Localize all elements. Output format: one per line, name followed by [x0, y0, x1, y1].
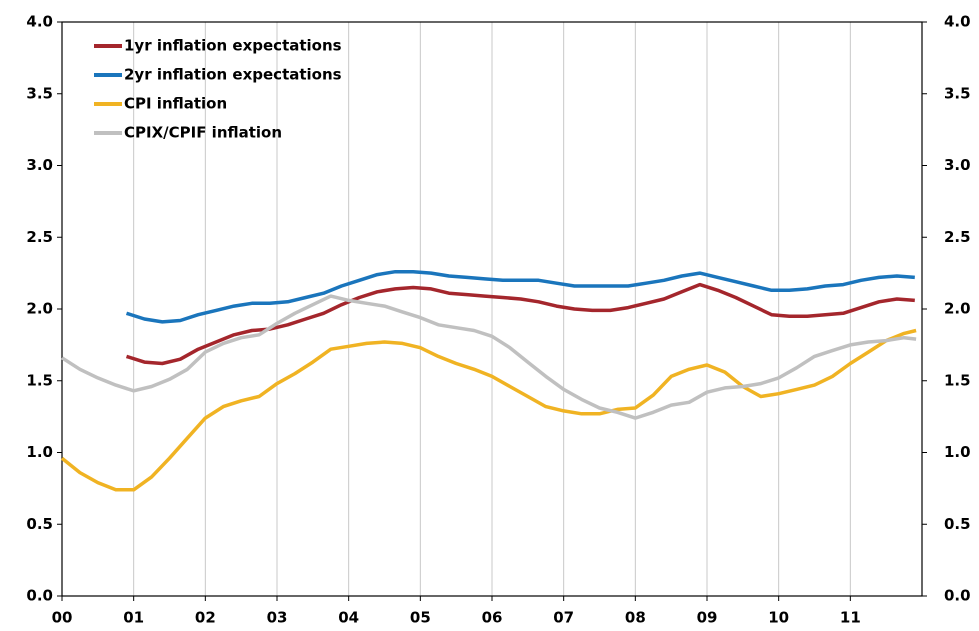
y-tick-label: 0.0: [26, 587, 53, 605]
x-tick-label: 08: [625, 609, 646, 627]
x-tick-label: 03: [267, 609, 288, 627]
y2-tick-label: 3.0: [944, 156, 971, 174]
y2-tick-label: 2.5: [944, 228, 971, 246]
x-tick-label: 02: [195, 609, 216, 627]
legend-label: CPIX/CPIF inflation: [124, 124, 282, 142]
legend-label: 1yr inflation expectations: [124, 37, 342, 55]
x-tick-label: 10: [768, 609, 789, 627]
y-tick-label: 3.0: [26, 156, 53, 174]
legend-label: 2yr inflation expectations: [124, 66, 342, 84]
series-line: [125, 269, 915, 324]
plot-border: [61, 21, 923, 597]
x-tick-label: 00: [52, 609, 73, 627]
y-tick-label: 2.5: [26, 228, 53, 246]
y2-tick-label: 0.5: [944, 515, 971, 533]
y-tick-label: 2.0: [26, 300, 53, 318]
series-line: [125, 282, 915, 366]
y2-tick-label: 1.0: [944, 443, 971, 461]
legend-label: CPI inflation: [124, 95, 227, 113]
y2-tick-label: 3.5: [944, 84, 971, 102]
series-line: [61, 294, 917, 420]
x-tick-label: 07: [553, 609, 574, 627]
y2-tick-label: 4.0: [944, 13, 971, 31]
y2-tick-label: 0.0: [944, 587, 971, 605]
x-tick-label: 01: [123, 609, 144, 627]
y2-tick-label: 2.0: [944, 300, 971, 318]
x-tick-label: 09: [697, 609, 718, 627]
series-line: [60, 328, 917, 492]
x-tick-label: 05: [410, 609, 431, 627]
x-tick-label: 11: [840, 609, 861, 627]
y-tick-label: 4.0: [26, 13, 53, 31]
y2-tick-label: 1.5: [944, 371, 971, 389]
x-tick-label: 06: [482, 609, 503, 627]
x-tick-label: 04: [338, 609, 359, 627]
y-tick-label: 0.5: [26, 515, 53, 533]
y-tick-label: 1.0: [26, 443, 53, 461]
y-tick-label: 3.5: [26, 84, 53, 102]
y-tick-label: 1.5: [26, 371, 53, 389]
